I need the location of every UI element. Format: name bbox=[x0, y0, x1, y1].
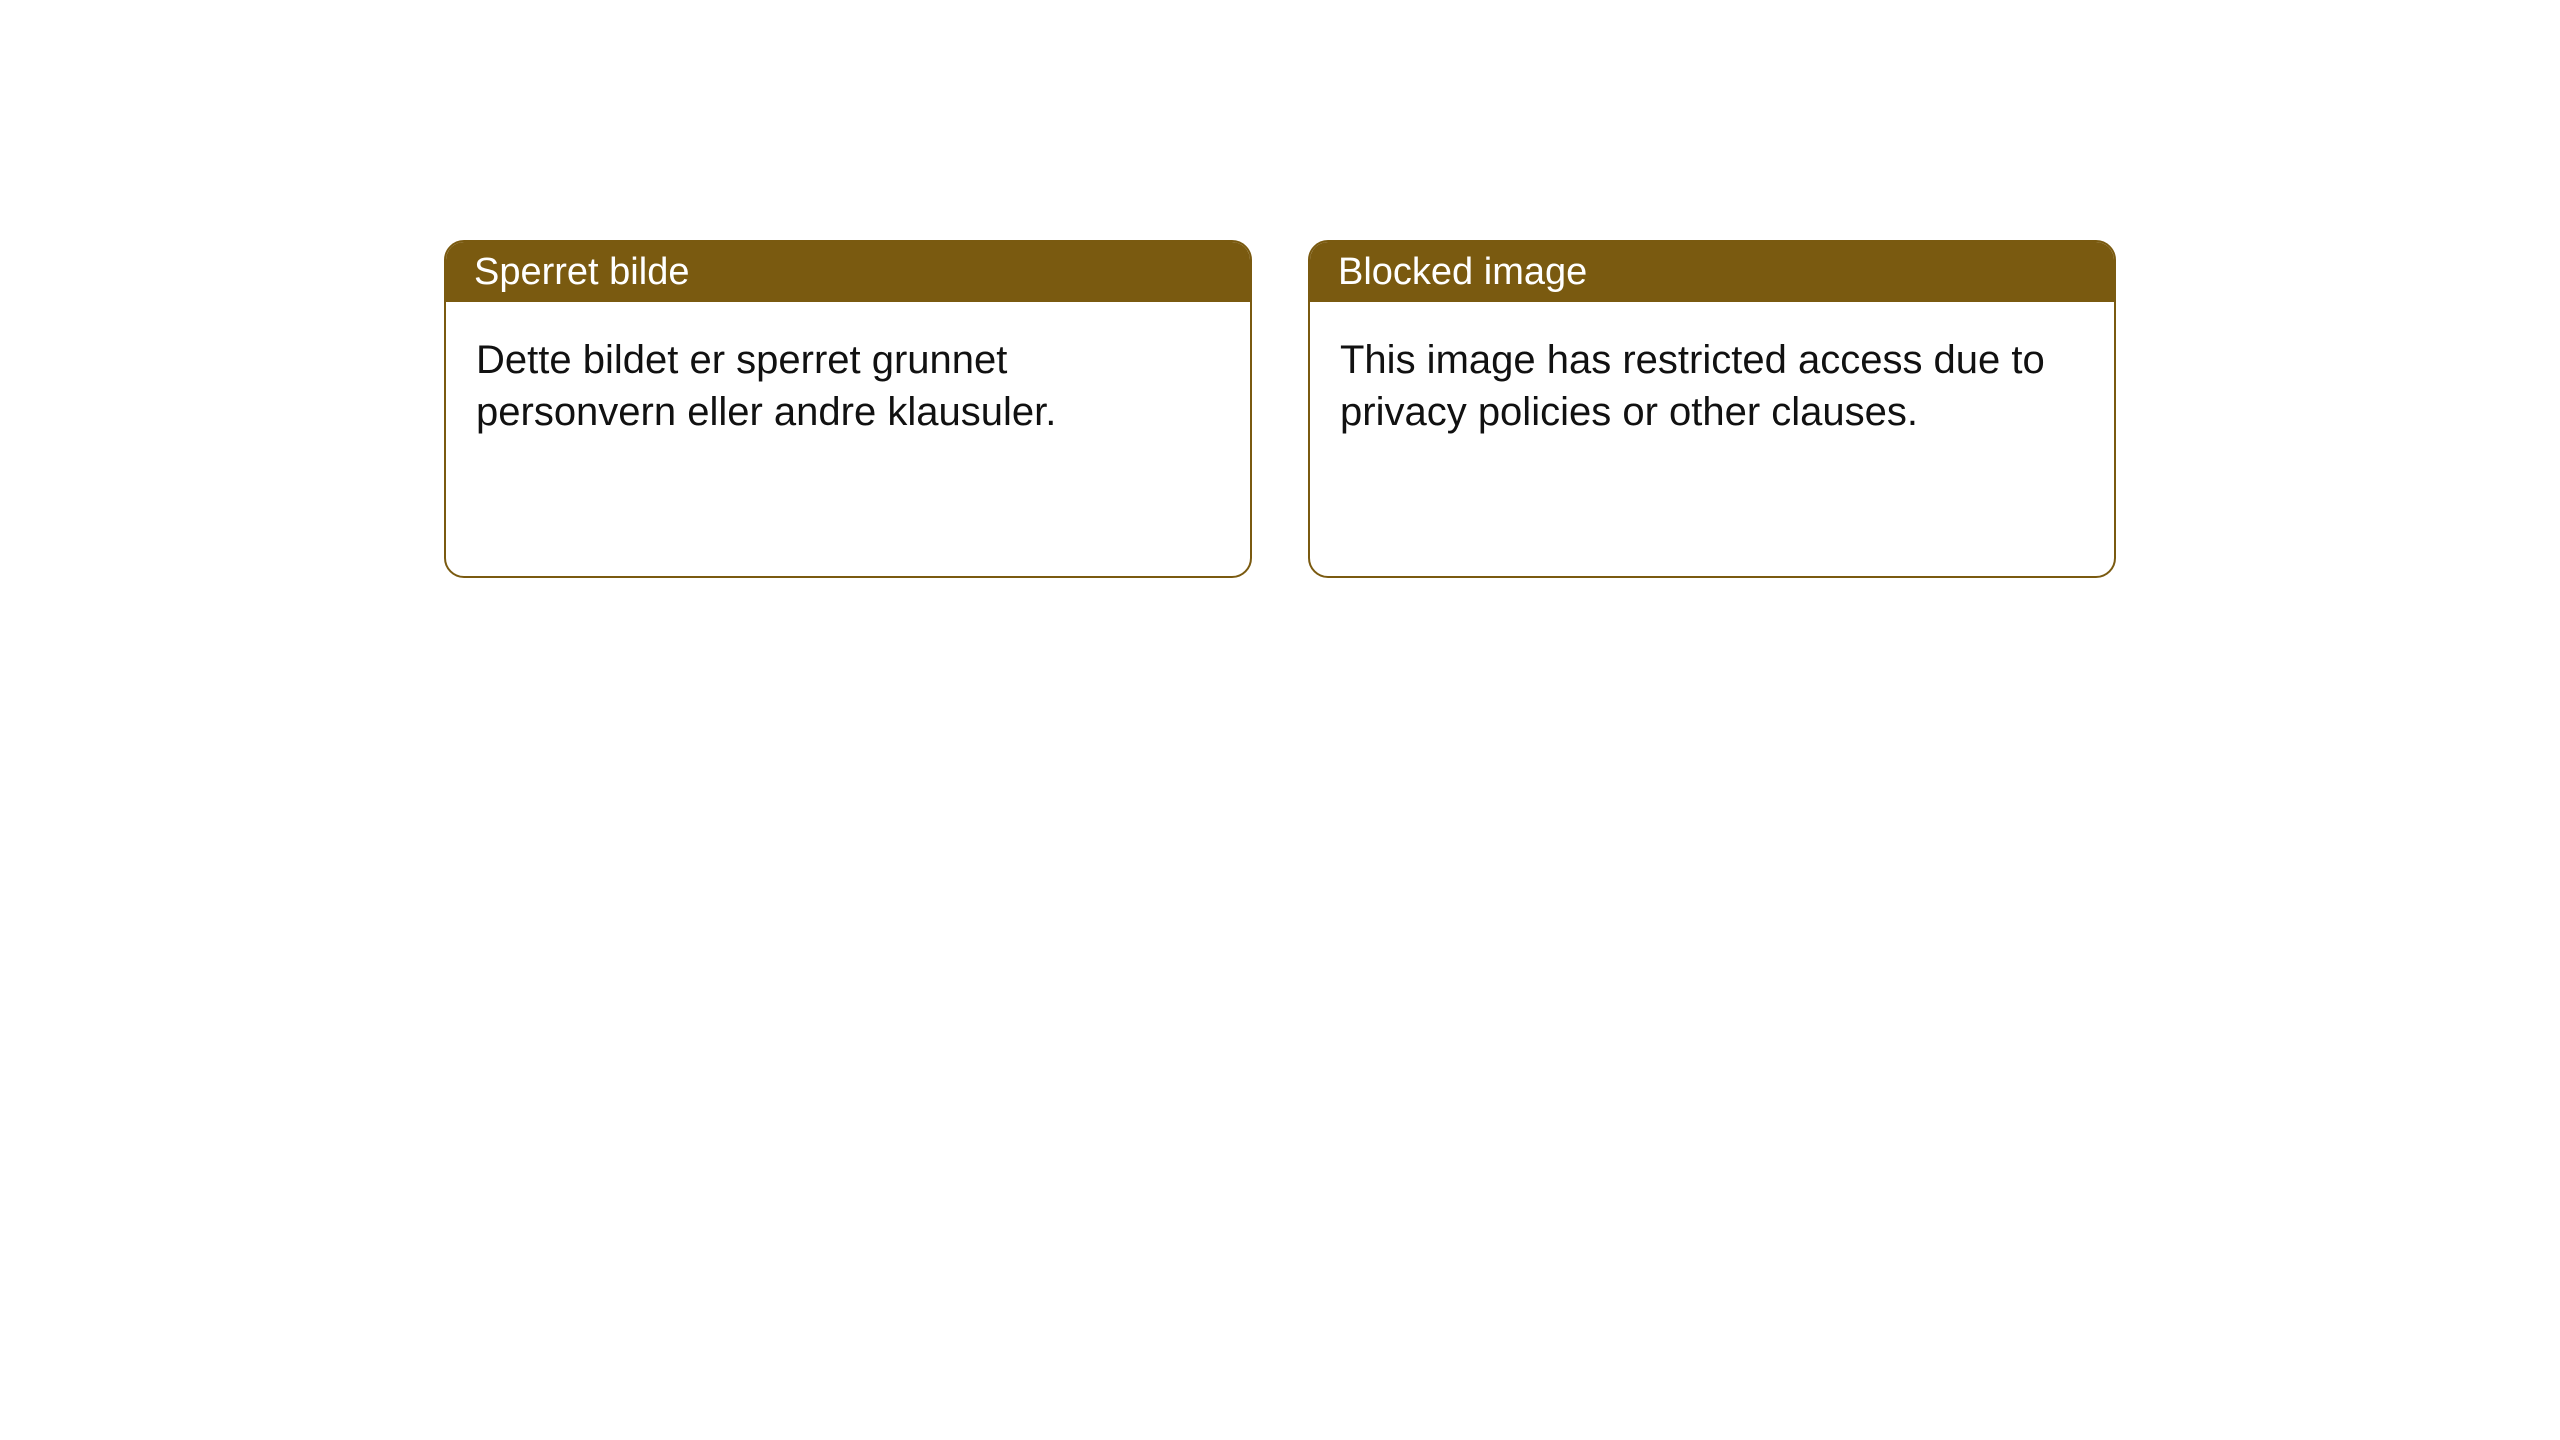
card-header-en: Blocked image bbox=[1310, 242, 2114, 302]
card-title-no: Sperret bilde bbox=[474, 251, 689, 294]
card-body-no: Dette bildet er sperret grunnet personve… bbox=[446, 302, 1250, 576]
card-body-en: This image has restricted access due to … bbox=[1310, 302, 2114, 576]
cards-row: Sperret bilde Dette bildet er sperret gr… bbox=[444, 240, 2116, 578]
card-title-en: Blocked image bbox=[1338, 251, 1587, 294]
card-message-no: Dette bildet er sperret grunnet personve… bbox=[476, 334, 1190, 438]
page-canvas: Sperret bilde Dette bildet er sperret gr… bbox=[0, 0, 2560, 1440]
card-message-en: This image has restricted access due to … bbox=[1340, 334, 2054, 438]
card-header-no: Sperret bilde bbox=[446, 242, 1250, 302]
blocked-image-card-en: Blocked image This image has restricted … bbox=[1308, 240, 2116, 578]
blocked-image-card-no: Sperret bilde Dette bildet er sperret gr… bbox=[444, 240, 1252, 578]
